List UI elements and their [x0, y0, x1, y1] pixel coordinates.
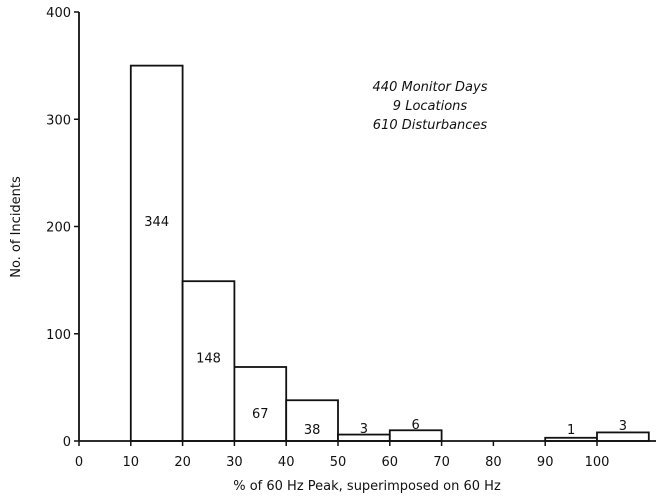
bar-count-label: 344: [144, 215, 169, 230]
y-tick-label: 400: [46, 6, 71, 21]
y-tick-label: 0: [63, 435, 71, 450]
bar-count-label: 148: [196, 351, 221, 366]
annotation-disturbances: 610 Disturbances: [373, 118, 488, 133]
x-tick-label: 50: [330, 455, 347, 470]
x-tick-label: 80: [485, 455, 502, 470]
x-tick-label: 100: [585, 455, 610, 470]
bars-group: [129, 64, 650, 442]
bar-count-label: 38: [304, 423, 321, 438]
x-axis-title: % of 60 Hz Peak, superimposed on 60 Hz: [233, 479, 501, 494]
x-tick-label: 0: [75, 455, 83, 470]
x-tick-label: 90: [537, 455, 554, 470]
x-tick-label: 60: [382, 455, 399, 470]
bar-20-30: [181, 280, 236, 442]
bar-count-label: 3: [360, 422, 368, 437]
y-tick-label: 300: [46, 113, 71, 128]
x-tick-label: 70: [433, 455, 450, 470]
bar-count-label: 3: [619, 419, 627, 434]
x-tick-label: 10: [123, 455, 140, 470]
y-tick-label: 100: [46, 328, 71, 343]
bar-40-50: [285, 399, 339, 442]
bar-labels-group: 344 148 67 38 3 6 1 3: [144, 215, 627, 438]
bar-count-label: 67: [252, 407, 269, 422]
y-tick-label: 200: [46, 221, 71, 236]
x-tick-label: 20: [174, 455, 191, 470]
bar-10-20: [129, 64, 184, 442]
y-axis-title: No. of Incidents: [9, 176, 24, 278]
y-ticks-group: 0 100 200 300 400: [46, 6, 79, 450]
x-ticks-group: 0 10 20 30 40 50 60 70 80 90 100: [75, 441, 610, 470]
annotation-monitor-days: 440 Monitor Days: [373, 80, 488, 95]
x-tick-label: 30: [226, 455, 243, 470]
x-tick-label: 40: [278, 455, 295, 470]
bar-30-40: [233, 366, 288, 442]
bar-count-label: 1: [567, 423, 575, 438]
bar-count-label: 6: [412, 418, 420, 433]
annotation-locations: 9 Locations: [393, 99, 468, 114]
